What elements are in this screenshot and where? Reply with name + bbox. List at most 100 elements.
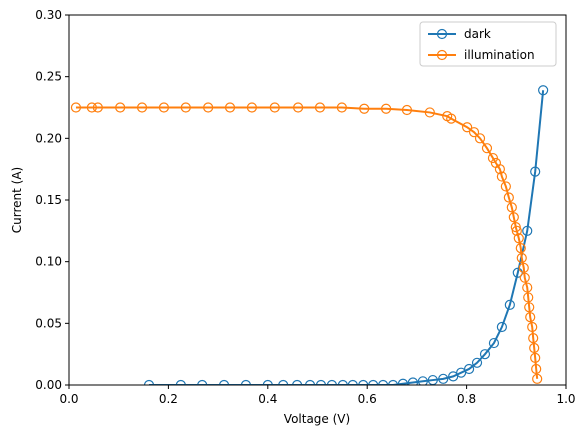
marker bbox=[136, 102, 148, 113]
marker bbox=[197, 379, 208, 385]
marker bbox=[359, 103, 370, 114]
marker bbox=[518, 262, 529, 273]
marker bbox=[523, 292, 534, 303]
marker bbox=[86, 102, 97, 113]
marker bbox=[158, 102, 170, 113]
y-axis-label: Current (A) bbox=[10, 167, 24, 233]
marker bbox=[508, 212, 519, 223]
marker bbox=[336, 102, 347, 113]
marker bbox=[479, 349, 491, 360]
marker bbox=[224, 102, 236, 113]
marker bbox=[496, 321, 507, 333]
marker bbox=[468, 127, 480, 138]
marker bbox=[314, 102, 326, 113]
plot bbox=[70, 85, 549, 385]
marker bbox=[180, 102, 191, 113]
marker bbox=[503, 192, 514, 203]
marker bbox=[515, 243, 526, 254]
marker bbox=[218, 379, 230, 385]
marker bbox=[496, 171, 507, 182]
marker bbox=[293, 102, 304, 113]
marker bbox=[292, 379, 303, 385]
legend-label: dark bbox=[464, 27, 491, 41]
marker bbox=[446, 113, 457, 124]
marker bbox=[522, 225, 533, 236]
marker bbox=[417, 376, 428, 385]
marker bbox=[337, 379, 348, 385]
marker bbox=[488, 337, 500, 349]
marker bbox=[315, 379, 327, 385]
marker bbox=[438, 373, 449, 384]
marker bbox=[522, 282, 533, 293]
marker bbox=[530, 352, 541, 363]
x-tick-label: 0.0 bbox=[59, 392, 78, 406]
legend-label: illumination bbox=[464, 48, 535, 62]
marker bbox=[175, 379, 186, 385]
marker bbox=[511, 225, 522, 236]
y-tick-label: 0.15 bbox=[35, 193, 62, 207]
marker bbox=[387, 379, 399, 385]
axes-frame bbox=[68, 14, 567, 386]
x-tick-label: 1.0 bbox=[556, 392, 575, 406]
marker bbox=[487, 152, 499, 164]
y-tick-label: 0.30 bbox=[35, 8, 62, 22]
marker bbox=[516, 252, 527, 264]
marker bbox=[504, 299, 515, 310]
series-line bbox=[149, 90, 545, 385]
marker bbox=[269, 102, 280, 113]
marker bbox=[70, 102, 82, 113]
marker bbox=[524, 302, 535, 313]
x-axis-label: Voltage (V) bbox=[284, 412, 350, 426]
marker bbox=[347, 379, 358, 385]
marker bbox=[115, 102, 126, 113]
marker bbox=[538, 85, 549, 96]
marker bbox=[278, 379, 289, 385]
marker bbox=[527, 321, 538, 333]
marker bbox=[528, 333, 539, 344]
marker bbox=[368, 379, 379, 385]
marker bbox=[262, 379, 273, 385]
x-tick-label: 0.4 bbox=[258, 392, 277, 406]
marker bbox=[512, 267, 523, 278]
x-tick-label: 0.6 bbox=[358, 392, 377, 406]
marker bbox=[326, 379, 338, 385]
marker bbox=[143, 379, 155, 385]
series-line bbox=[75, 106, 539, 379]
marker bbox=[530, 166, 541, 177]
marker bbox=[203, 102, 214, 113]
x-tick-label: 0.8 bbox=[457, 392, 476, 406]
marker bbox=[358, 379, 369, 385]
marker bbox=[380, 103, 392, 114]
marker bbox=[531, 363, 542, 375]
marker bbox=[474, 133, 486, 144]
legend-marker bbox=[436, 28, 448, 40]
marker bbox=[471, 357, 483, 368]
marker bbox=[463, 363, 475, 375]
marker bbox=[506, 202, 517, 213]
marker bbox=[532, 373, 543, 384]
marker bbox=[240, 379, 252, 385]
marker bbox=[378, 379, 389, 385]
legend-marker bbox=[436, 49, 448, 61]
y-tick-label: 0.20 bbox=[35, 131, 62, 145]
marker bbox=[407, 377, 419, 385]
y-tick-label: 0.25 bbox=[35, 70, 62, 84]
marker bbox=[513, 233, 524, 244]
marker bbox=[304, 379, 316, 385]
marker bbox=[500, 181, 511, 192]
marker bbox=[401, 104, 413, 116]
x-tick-label: 0.2 bbox=[159, 392, 178, 406]
marker bbox=[525, 312, 536, 323]
marker bbox=[246, 102, 257, 113]
y-tick-label: 0.00 bbox=[35, 378, 62, 392]
marker bbox=[92, 102, 103, 113]
y-tick-label: 0.10 bbox=[35, 255, 62, 269]
marker bbox=[424, 107, 435, 118]
marker bbox=[494, 164, 505, 175]
marker bbox=[529, 342, 540, 354]
y-tick-label: 0.05 bbox=[35, 316, 62, 330]
marker bbox=[519, 272, 530, 283]
marker bbox=[481, 143, 493, 154]
marker bbox=[461, 122, 473, 133]
